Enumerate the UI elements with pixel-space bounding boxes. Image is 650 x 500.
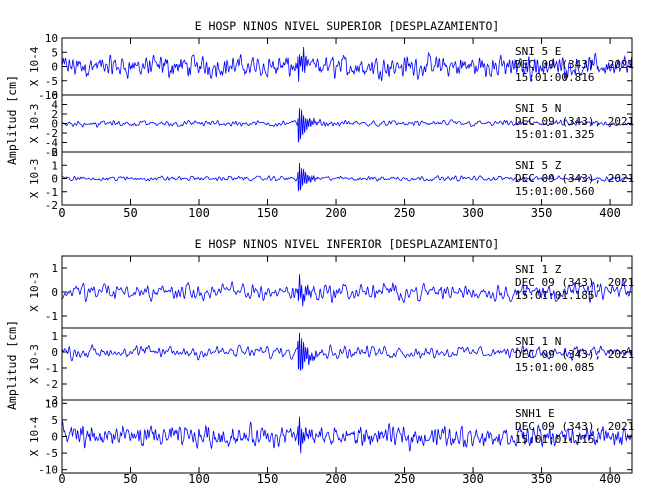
x-tick-label: 0	[58, 472, 65, 486]
x-tick-label: 300	[462, 206, 484, 220]
y-multiplier-label: X 10-3	[28, 272, 41, 312]
station-annotation: 15:01:01.325	[515, 128, 594, 141]
y-tick-label: -2	[45, 127, 58, 140]
station-annotation: 15:01:01.185	[515, 289, 594, 302]
waveform-trace	[61, 416, 633, 454]
y-tick-label: -2	[45, 199, 58, 212]
y-tick-label: 10	[45, 32, 58, 45]
y-tick-label: -2	[45, 378, 58, 391]
y-multiplier-label: X 10-3	[28, 104, 41, 144]
station-annotation: 15:01:01.115	[515, 433, 594, 446]
station-annotation: DEC 09 (343), 2021	[515, 420, 634, 433]
x-tick-label: 400	[599, 206, 621, 220]
y-axis-label: Amplitud [cm]	[5, 320, 19, 410]
y-multiplier-label: X 10-4	[28, 416, 41, 456]
x-tick-label: 100	[188, 206, 210, 220]
station-annotation: 15:01:00.560	[515, 185, 594, 198]
station-annotation: SNI 5 Z	[515, 159, 562, 172]
y-tick-label: 1	[51, 262, 58, 275]
x-tick-label: 150	[257, 472, 279, 486]
y-tick-label: -5	[45, 75, 58, 88]
y-tick-label: 1	[51, 330, 58, 343]
station-annotation: DEC 09 (343), 2021	[515, 276, 634, 289]
waveform-trace	[62, 162, 633, 192]
y-tick-label: 0	[51, 286, 58, 299]
y-tick-label: 1	[51, 159, 58, 172]
y-tick-label: 0	[51, 173, 58, 186]
y-multiplier-label: X 10-4	[28, 46, 41, 86]
x-tick-label: 100	[188, 472, 210, 486]
y-tick-label: 0	[51, 118, 58, 131]
station-annotation: DEC 09 (343), 2021	[515, 115, 634, 128]
station-annotation: DEC 09 (343), 2021	[515, 172, 634, 185]
station-annotation: SNI 5 N	[515, 102, 561, 115]
x-tick-label: 250	[394, 472, 416, 486]
waveform-trace	[61, 108, 633, 143]
x-tick-label: 250	[394, 206, 416, 220]
y-multiplier-label: X 10-3	[28, 159, 41, 199]
station-annotation: DEC 09 (343), 2021	[515, 348, 634, 361]
y-tick-label: -1	[45, 310, 58, 323]
station-annotation: 15:01:00.085	[515, 361, 594, 374]
chart-title: E HOSP NINOS NIVEL INFERIOR [DESPLAZAMIE…	[195, 237, 500, 251]
waveform-trace	[61, 274, 633, 307]
y-tick-label: 2	[51, 146, 58, 159]
y-tick-label: 10	[45, 397, 58, 410]
station-annotation: 15:01:00.816	[515, 71, 594, 84]
y-tick-label: 4	[51, 99, 58, 112]
y-tick-label: 6	[51, 89, 58, 102]
y-axis-label: Amplitud [cm]	[5, 75, 19, 165]
x-tick-label: 300	[462, 472, 484, 486]
y-multiplier-label: X 10-3	[28, 344, 41, 384]
y-tick-label: -6	[45, 146, 58, 159]
y-tick-label: 0	[51, 346, 58, 359]
y-tick-label: 5	[51, 46, 58, 59]
y-tick-label: 5	[51, 414, 58, 427]
x-tick-label: 350	[531, 472, 553, 486]
waveform-trace	[61, 332, 633, 371]
y-tick-label: -1	[45, 186, 58, 199]
x-tick-label: 200	[325, 206, 347, 220]
station-annotation: DEC 09 (343), 2021	[515, 58, 634, 71]
y-tick-label: -10	[38, 89, 58, 102]
y-tick-label: 0	[51, 61, 58, 74]
y-tick-label: 0	[51, 431, 58, 444]
station-annotation: SNH1 E	[515, 407, 555, 420]
station-annotation: SNI 5 E	[515, 45, 561, 58]
station-annotation: SNI 1 N	[515, 335, 561, 348]
x-tick-label: 200	[325, 472, 347, 486]
y-tick-label: -1	[45, 362, 58, 375]
y-tick-label: -3	[45, 394, 58, 407]
y-tick-label: -4	[45, 137, 59, 150]
x-tick-label: 0	[58, 206, 65, 220]
x-tick-label: 50	[123, 206, 137, 220]
y-tick-label: -10	[38, 464, 58, 477]
station-annotation: SNI 1 Z	[515, 263, 562, 276]
x-tick-label: 50	[123, 472, 137, 486]
waveform-trace	[61, 46, 633, 83]
x-tick-label: 400	[599, 472, 621, 486]
x-tick-label: 350	[531, 206, 553, 220]
x-tick-label: 150	[257, 206, 279, 220]
chart-title: E HOSP NINOS NIVEL SUPERIOR [DESPLAZAMIE…	[195, 19, 500, 33]
y-tick-label: 2	[51, 108, 58, 121]
y-tick-label: -5	[45, 447, 58, 460]
